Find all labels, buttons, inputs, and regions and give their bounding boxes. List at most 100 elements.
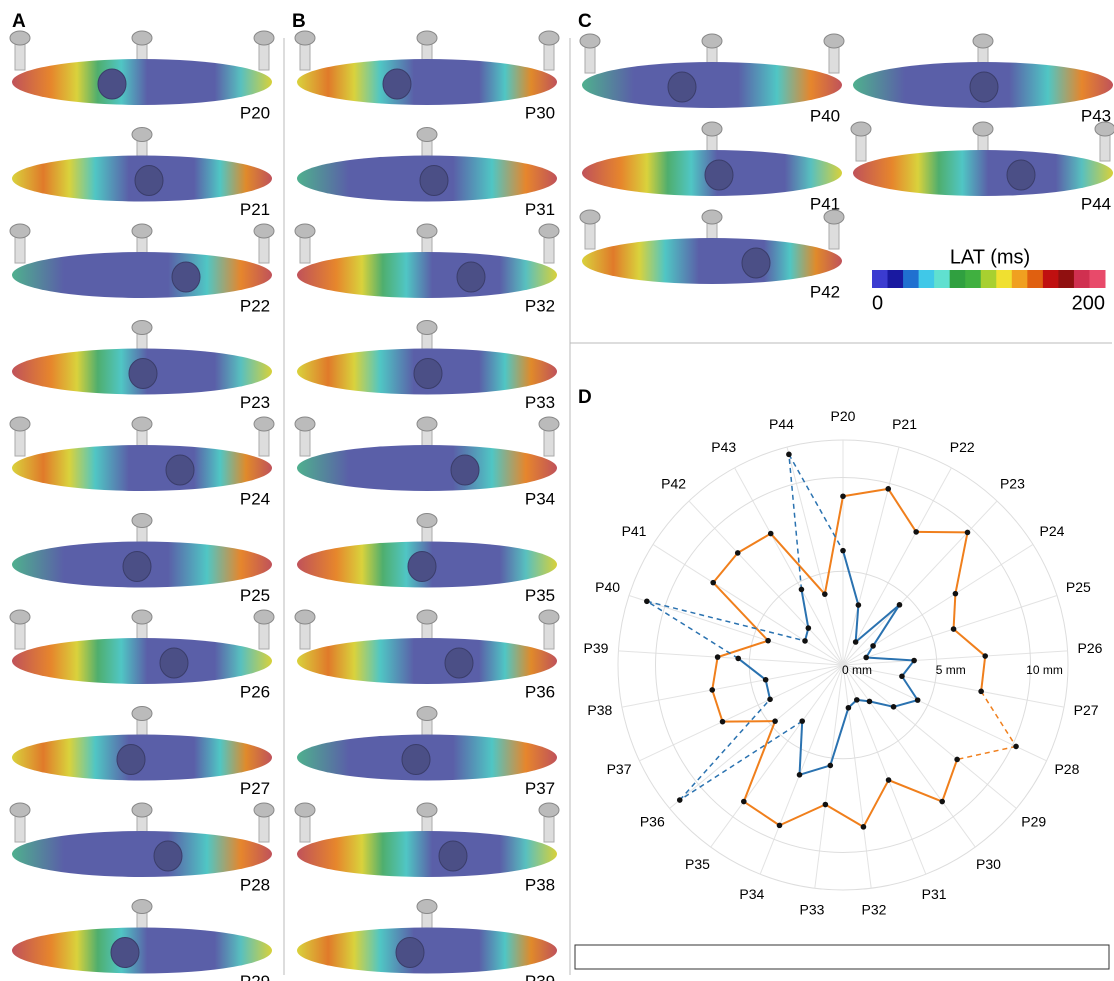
heart-map: P26 xyxy=(10,610,274,701)
scar xyxy=(457,262,485,292)
surface xyxy=(297,59,557,105)
catheter-tip xyxy=(702,210,722,224)
data-point xyxy=(799,718,805,724)
spoke xyxy=(760,665,843,874)
catheter-tip xyxy=(254,803,274,817)
catheter-tip xyxy=(132,321,152,335)
heart-map: P37 xyxy=(297,707,557,798)
series-segment xyxy=(894,700,918,707)
catheter-tip xyxy=(417,803,437,817)
category-label: P22 xyxy=(950,439,975,455)
catheter-tip xyxy=(1095,122,1114,136)
colorbar-step xyxy=(981,270,997,288)
data-point xyxy=(867,699,873,705)
category-label: P38 xyxy=(587,702,612,718)
spoke xyxy=(639,665,843,761)
map-label: P22 xyxy=(240,296,270,315)
heart-map: P31 xyxy=(297,128,557,219)
map-label: P40 xyxy=(810,106,840,125)
data-point xyxy=(954,757,960,763)
data-point xyxy=(913,529,919,535)
data-point xyxy=(885,486,891,492)
map-label: P28 xyxy=(240,875,270,894)
map-label: P38 xyxy=(525,875,555,894)
series-segment xyxy=(800,721,803,775)
catheter-tip xyxy=(539,803,559,817)
scar xyxy=(154,841,182,871)
category-label: P29 xyxy=(1021,813,1046,829)
heart-map: P22 xyxy=(10,224,274,315)
data-point xyxy=(856,602,862,608)
data-point xyxy=(982,653,988,659)
data-point xyxy=(677,797,683,803)
scar xyxy=(117,745,145,775)
legend-box xyxy=(575,945,1109,969)
series-segment xyxy=(712,657,717,690)
category-label: P21 xyxy=(892,416,917,432)
map-label: P44 xyxy=(1081,194,1111,213)
heart-map: P23 xyxy=(12,321,272,412)
data-point xyxy=(797,772,803,778)
heart-map: P25 xyxy=(12,514,272,605)
map-label: P42 xyxy=(810,282,840,301)
data-point xyxy=(802,638,808,644)
catheter-tip xyxy=(132,417,152,431)
catheter-tip xyxy=(851,122,871,136)
heart-map: P39 xyxy=(297,900,557,981)
catheter-tip xyxy=(254,224,274,238)
series-segment xyxy=(647,601,738,658)
scar xyxy=(445,648,473,678)
heart-map: P33 xyxy=(297,321,557,412)
category-label: P25 xyxy=(1066,579,1091,595)
map-label: P20 xyxy=(240,103,270,122)
scar xyxy=(742,248,770,278)
scar xyxy=(98,69,126,99)
data-point xyxy=(863,655,869,661)
surface xyxy=(297,831,557,877)
data-point xyxy=(897,602,903,608)
catheter-tip xyxy=(539,31,559,45)
data-point xyxy=(709,687,715,693)
scar xyxy=(166,455,194,485)
catheter-tip xyxy=(417,514,437,528)
category-label: P20 xyxy=(831,408,856,424)
catheter-tip xyxy=(132,900,152,914)
category-label: P28 xyxy=(1054,761,1079,777)
series-segment xyxy=(825,496,843,594)
catheter-tip xyxy=(10,610,30,624)
data-point xyxy=(861,824,867,830)
surface xyxy=(297,252,557,298)
category-label: P42 xyxy=(661,475,686,491)
series-segment xyxy=(873,605,899,646)
data-point xyxy=(777,823,783,829)
catheter-tip xyxy=(417,31,437,45)
catheter-tip xyxy=(10,31,30,45)
surface xyxy=(12,445,272,491)
series-segment xyxy=(916,532,967,533)
series-segment xyxy=(789,454,843,550)
data-point xyxy=(915,697,921,703)
series-segment xyxy=(825,805,863,827)
colorbar-step xyxy=(1012,270,1028,288)
series-segment xyxy=(954,629,986,656)
heart-map: P27 xyxy=(12,707,272,798)
category-label: P24 xyxy=(1040,523,1065,539)
category-label: P26 xyxy=(1078,640,1103,656)
data-point xyxy=(741,799,747,805)
catheter-tip xyxy=(10,803,30,817)
colorbar-title: LAT (ms) xyxy=(950,246,1030,268)
scar xyxy=(970,72,998,102)
heart-map: P34 xyxy=(295,417,559,508)
colorbar-step xyxy=(919,270,935,288)
surface xyxy=(297,928,557,974)
spoke xyxy=(843,665,926,874)
data-point xyxy=(886,777,892,783)
catheter-tip xyxy=(254,610,274,624)
surface xyxy=(582,238,842,284)
category-label: P36 xyxy=(640,813,665,829)
data-point xyxy=(828,763,834,769)
heart-map: P21 xyxy=(12,128,272,219)
colorbar-step xyxy=(934,270,950,288)
series-segment xyxy=(843,489,888,496)
series-segment xyxy=(954,594,956,629)
